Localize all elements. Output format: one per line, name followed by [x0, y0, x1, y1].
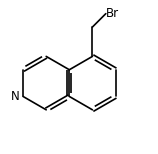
Text: Br: Br [106, 7, 119, 20]
Text: N: N [10, 90, 19, 103]
